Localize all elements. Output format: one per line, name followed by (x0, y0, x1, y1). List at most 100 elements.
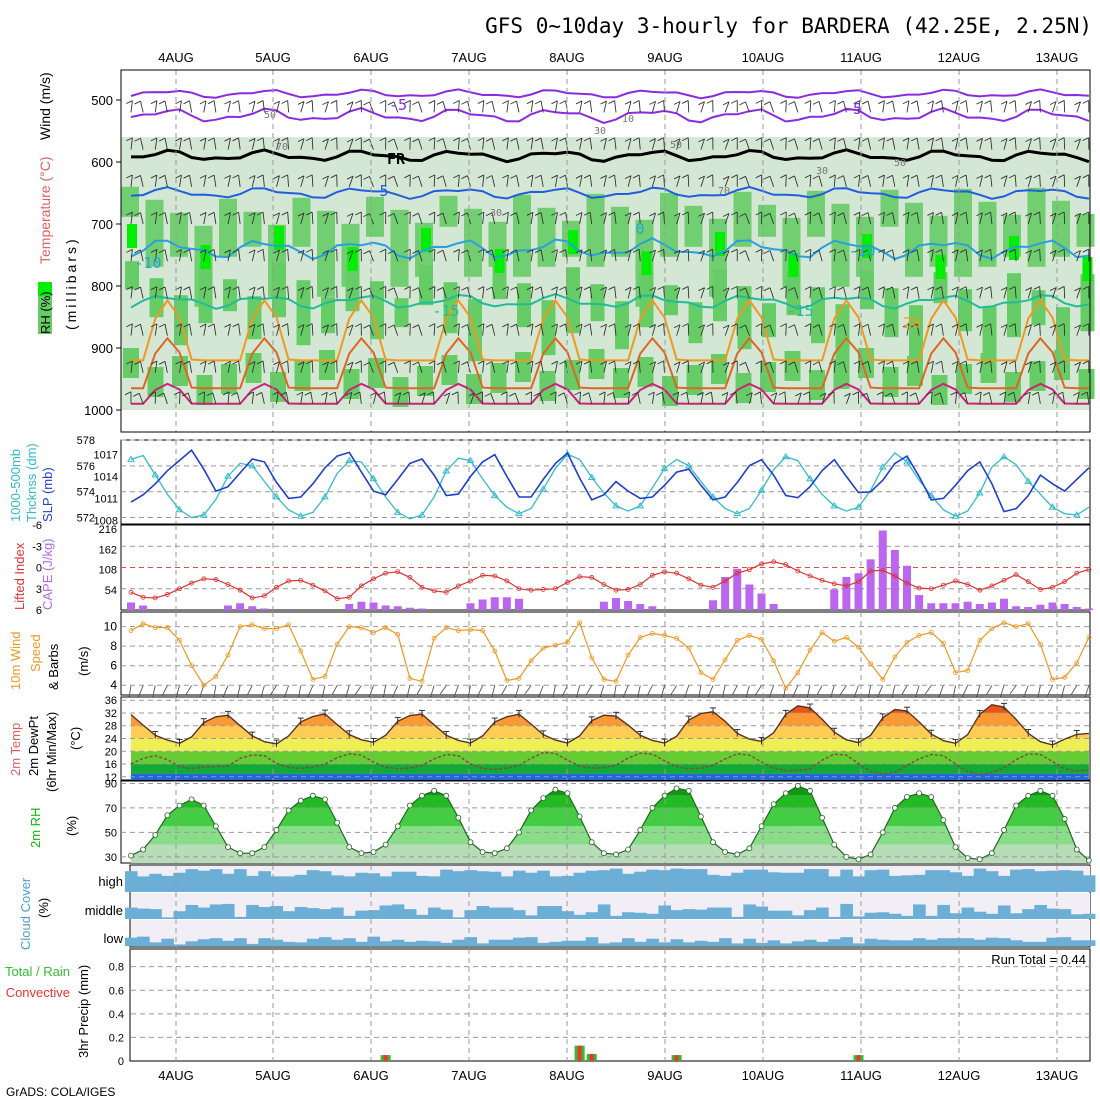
wind-barb-flag (657, 323, 664, 328)
wind-barb-flag (706, 248, 713, 253)
wind-barb (442, 361, 447, 373)
wind-barb (916, 137, 920, 150)
cloud-bar-high (816, 869, 829, 892)
wind-barb-flag (739, 324, 746, 329)
precip-convective-bar (674, 1055, 679, 1061)
rh-point (128, 852, 134, 859)
cloud-bar-middle (221, 903, 235, 919)
temperature-contours (130, 88, 1090, 405)
contour-minus5-upper (130, 88, 1089, 100)
li-point (710, 584, 716, 590)
wind-barb (843, 138, 847, 150)
wind-barb-flag (608, 286, 615, 290)
wind-barb-flag (673, 138, 681, 143)
cloud-bar-middle (561, 911, 575, 919)
wind-barb (262, 323, 265, 336)
wind-speed-point (261, 626, 267, 631)
wind-barb-flag (363, 138, 370, 143)
wind-barb-flag (739, 138, 746, 143)
wind-barb-flag (346, 361, 354, 366)
wind-barb (676, 175, 681, 187)
wind-barb (589, 323, 593, 336)
wind-barb-flag (353, 391, 361, 396)
wind-barb-flag (837, 212, 844, 217)
li-tick-label: 0 (36, 563, 42, 575)
rh-point (976, 856, 983, 863)
thickness-point (1072, 510, 1081, 518)
cloud-bar-low (961, 938, 975, 946)
surface-wind-barb (246, 685, 253, 697)
wind-barb-flag (698, 101, 705, 106)
rh-patch (884, 288, 899, 338)
cloud-bar-middle (234, 916, 247, 919)
wind-barb (467, 249, 471, 262)
temp-tick-label: 32 (105, 708, 117, 720)
wind-barb (1003, 101, 1008, 113)
wind-barb-flag (346, 250, 354, 255)
rh-point (443, 792, 450, 799)
wind-barb-flag (861, 286, 869, 291)
rh-point (770, 801, 777, 808)
cloud-bar-low (767, 940, 781, 946)
wind-barb-flag (428, 323, 436, 328)
wind-barb (965, 286, 969, 299)
wind-barb (1039, 212, 1041, 225)
cloud-bar-low (585, 937, 599, 946)
cloud-bar-low (185, 941, 199, 946)
wind-barb (687, 323, 690, 336)
wind-barb (890, 392, 896, 404)
rh-point (661, 792, 668, 799)
rh-patch-bright (935, 255, 946, 279)
wind-barb (1027, 212, 1032, 225)
rh-patch (980, 353, 997, 383)
wind-barb (470, 393, 475, 404)
rh-point (467, 839, 474, 846)
wind-barb-flag (207, 211, 215, 216)
wind-barb-flag (412, 324, 419, 329)
wind-barb (140, 100, 144, 113)
wind-barb (773, 392, 778, 404)
wind-barb-flag (207, 100, 215, 105)
cloud-bar-low (706, 941, 720, 946)
wind-barb (614, 360, 617, 373)
li-point (164, 592, 170, 597)
cape-bar (854, 573, 863, 610)
cloud-bar-low (682, 942, 696, 946)
cloud-bar-low (1010, 940, 1023, 946)
thickness-point (733, 509, 742, 517)
wind-barb (867, 138, 872, 150)
wind-speed-point (880, 676, 886, 682)
wind-barb-flag (780, 174, 787, 179)
wind-barb (614, 212, 617, 225)
wind-barb (769, 324, 775, 336)
wind-barb (892, 100, 896, 113)
wind-barb-flag (951, 286, 959, 291)
wind-barb-flag (600, 323, 607, 328)
wind-barb-flag (322, 138, 329, 143)
wind-barb-flag (322, 250, 329, 254)
wind-barb-flag (510, 212, 517, 216)
wind-barb-flag (453, 100, 460, 104)
wind-barb-flag (804, 248, 812, 253)
cloud-bar-high (997, 875, 1011, 892)
cloud-level-middle: middle (85, 903, 123, 918)
cloud-plot (124, 865, 1096, 947)
li-point (686, 576, 692, 582)
thickness-point (660, 464, 669, 471)
wind-barb (276, 212, 280, 225)
wind-barb-flag (722, 213, 730, 217)
rh-point (831, 841, 838, 848)
wind-barb-flag (453, 211, 460, 216)
li-point (177, 586, 182, 592)
wind-barb (794, 250, 799, 262)
rh-patch (954, 188, 972, 277)
cloud-bar-low (488, 939, 502, 946)
wind-barb-flag (673, 212, 681, 217)
wind-barb (1076, 287, 1081, 299)
rh-point (722, 849, 729, 855)
wind-barb-flag (698, 212, 705, 217)
wind-barb-flag (346, 287, 354, 292)
wind-barb (418, 250, 423, 262)
cloud-bar-high (634, 871, 647, 892)
